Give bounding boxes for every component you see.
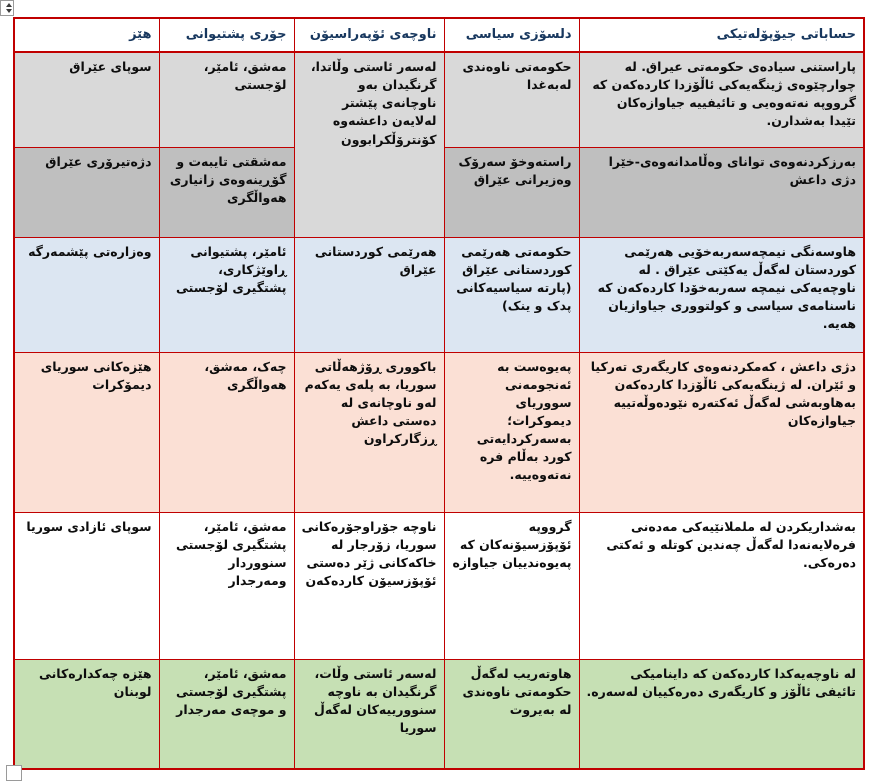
column-header-force: هێز bbox=[13, 17, 160, 53]
header-row: حساباتی جیۆپۆلەتیکی دلسۆزی سیاسی ناوچەی … bbox=[13, 17, 865, 53]
column-header-area: ناوچەی ئۆپەراسیۆن bbox=[293, 17, 445, 53]
cell-loyalty: راستەوخۆ سەرۆک وەزیرانی عێراق bbox=[443, 146, 580, 238]
cell-loyalty: هاوتەریب لەگەڵ حکومەتی ناوەندی لە بەیروت bbox=[443, 658, 580, 770]
resize-handle-icon[interactable] bbox=[0, 0, 14, 16]
table-row: دژی داعش ، کەمکردنەوەی کاریگەری تەرکیا و… bbox=[13, 351, 865, 513]
cell-area: باکووری ڕۆژهەڵاتی سوریا، بە پلەی یەکەم ل… bbox=[293, 351, 445, 513]
cell-force: وەزارەتی پێشمەرگە bbox=[13, 236, 160, 353]
cell-geopolitical: بەشداریکردن لە ململانێیەکی مەدەنی فرەلای… bbox=[578, 511, 865, 660]
table-header: حساباتی جیۆپۆلەتیکی دلسۆزی سیاسی ناوچەی … bbox=[13, 17, 865, 53]
cell-geopolitical: هاوسەنگی نیمچەسەربەخۆیی هەرێمی کوردستان … bbox=[578, 236, 865, 353]
cell-area: ناوچە جۆراوجۆرەکانی سوریا، زۆرجار لە خاک… bbox=[293, 511, 445, 660]
cell-support: مەشق، ئامێر، پشتگیری لۆجستی سنووردار ومە… bbox=[158, 511, 295, 660]
cell-geopolitical: لە ناوچەیەکدا کاردەکەن کە دایناميکی تائی… bbox=[578, 658, 865, 770]
column-header-loyalty: دلسۆزی سیاسی bbox=[443, 17, 580, 53]
column-header-geopolitical: حساباتی جیۆپۆلەتیکی bbox=[578, 17, 865, 53]
cell-area: لەسەر ئاستی وڵات، گرنگیدان بە ناوچە سنوو… bbox=[293, 658, 445, 770]
table-row: بەشداریکردن لە ململانێیەکی مەدەنی فرەلای… bbox=[13, 511, 865, 660]
cell-loyalty: گرووپە ئۆپۆزسیۆنەکان کە پەیوەندییان جیاو… bbox=[443, 511, 580, 660]
cell-force: سوپای عێراق bbox=[13, 51, 160, 148]
cell-force: هێزەکانی سوریای دیمۆکرات bbox=[13, 351, 160, 513]
cell-support: مەشق، ئامێر، پشتگیری لۆجستی و موچەی مەرج… bbox=[158, 658, 295, 770]
table-body: پاراستنی سیادەی حکومەتی عیراق. لە چوارچێ… bbox=[13, 51, 865, 770]
cell-geopolitical: دژی داعش ، کەمکردنەوەی کاریگەری تەرکیا و… bbox=[578, 351, 865, 513]
cell-area: لەسەر ئاستی وڵاتدا، گرنگیدان بەو ناوچانە… bbox=[293, 51, 445, 238]
cell-area: هەرێمی کوردستانی عێراق bbox=[293, 236, 445, 353]
forces-comparison-table: حساباتی جیۆپۆلەتیکی دلسۆزی سیاسی ناوچەی … bbox=[13, 17, 865, 770]
cell-geopolitical: بەرزکردنەوەی توانای وەڵامدانەوەی-خێرا دژ… bbox=[578, 146, 865, 238]
cell-support: مەشق، ئامێر، لۆجستی bbox=[158, 51, 295, 148]
cell-loyalty: پەیوەست بە ئەنجومەنی سووریای دیموکرات؛ ب… bbox=[443, 351, 580, 513]
column-header-support: جۆری پشتیوانی bbox=[158, 17, 295, 53]
cell-geopolitical: پاراستنی سیادەی حکومەتی عیراق. لە چوارچێ… bbox=[578, 51, 865, 148]
cell-force: دژەتیرۆری عێراق bbox=[13, 146, 160, 238]
cell-support: چەک، مەشق، هەواڵگری bbox=[158, 351, 295, 513]
cell-support: مەشقتی تایبەت و گۆڕینەوەی زانیاری هەواڵگ… bbox=[158, 146, 295, 238]
table-row: بەرزکردنەوەی توانای وەڵامدانەوەی-خێرا دژ… bbox=[13, 146, 865, 238]
table-row: لە ناوچەیەکدا کاردەکەن کە دایناميکی تائی… bbox=[13, 658, 865, 770]
page-corner-marker bbox=[6, 765, 22, 781]
cell-loyalty: حکومەتی هەرێمی کوردستانی عێراق (پارتە سی… bbox=[443, 236, 580, 353]
cell-force: هێزە چەکدارەکانی لوبنان bbox=[13, 658, 160, 770]
cell-force: سوپای ئازادی سوریا bbox=[13, 511, 160, 660]
table-row: هاوسەنگی نیمچەسەربەخۆیی هەرێمی کوردستان … bbox=[13, 236, 865, 353]
table-row: پاراستنی سیادەی حکومەتی عیراق. لە چوارچێ… bbox=[13, 51, 865, 238]
cell-support: ئامێر، پشتیوانی ڕاوێژکاری، پشتگیری لۆجست… bbox=[158, 236, 295, 353]
cell-loyalty: حکومەتی ناوەندی لەبەغدا bbox=[443, 51, 580, 148]
